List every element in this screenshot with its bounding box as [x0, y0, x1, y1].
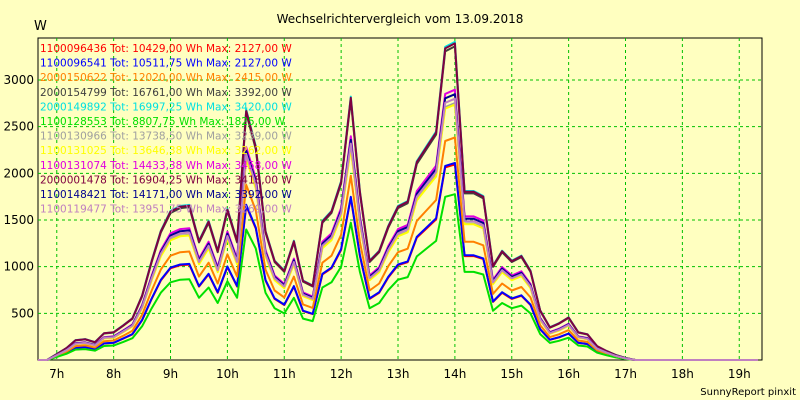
- x-tick-label: 14h: [443, 367, 466, 381]
- series-line-1100119477: [38, 97, 758, 361]
- legend-entry-1100096436: 1100096436 Tot: 10429,00 Wh Max: 2127,00…: [40, 43, 292, 55]
- legend-entry-1100131025: 1100131025 Tot: 13646,38 Wh Max: 3262,00…: [40, 145, 292, 157]
- x-tick-label: 13h: [387, 367, 410, 381]
- y-tick-label: 1000: [3, 260, 34, 274]
- y-tick-label: 3000: [3, 73, 34, 87]
- x-tick-label: 11h: [273, 367, 296, 381]
- series-lines: [38, 40, 758, 361]
- x-tick-label: 18h: [671, 367, 694, 381]
- legend: 1100096436 Tot: 10429,00 Wh Max: 2127,00…: [40, 43, 292, 216]
- plot-area: [37, 37, 763, 361]
- legend-entry-1100130966: 1100130966 Tot: 13738,50 Wh Max: 3239,00…: [40, 131, 292, 143]
- y-tick-label: 2000: [3, 166, 34, 180]
- legend-entry-1100096541: 1100096541 Tot: 10511,75 Wh Max: 2127,00…: [40, 58, 292, 70]
- x-tick-label: 17h: [614, 367, 637, 381]
- x-tick-label: 10h: [216, 367, 239, 381]
- y-axis-unit: W: [34, 19, 47, 34]
- x-tick-label: 8h: [106, 367, 121, 381]
- x-tick-label: 12h: [330, 367, 353, 381]
- legend-entry-2000154799: 2000154799 Tot: 16761,00 Wh Max: 3392,00…: [40, 87, 292, 99]
- x-tick-labels: 7h 8h 9h 10h 11h 12h 13h 14h 15h 16h 17h 18h 19h: [49, 367, 751, 381]
- footer-credit: SunnyReport pinxit: [700, 387, 796, 398]
- x-tick-label: 19h: [728, 367, 751, 381]
- y-tick-label: 500: [11, 306, 34, 320]
- grid-lines: [38, 38, 762, 360]
- x-tick-label: 7h: [49, 367, 64, 381]
- legend-entry-1100119477: 1100119477 Tot: 13951,75 Wh Max: 3269,00…: [40, 204, 292, 216]
- x-tick-label: 16h: [557, 367, 580, 381]
- y-tick-label: 2500: [3, 120, 34, 134]
- x-tick-label: 15h: [500, 367, 523, 381]
- y-tick-label: 1500: [3, 213, 34, 227]
- y-tick-labels: 500 1000 1500 2000 2500 3000: [3, 73, 34, 320]
- legend-entry-1100128553: 1100128553 Tot: 8807,75 Wh Max: 1825,00 …: [40, 116, 286, 128]
- legend-entry-2000149892: 2000149892 Tot: 16997,25 Wh Max: 3420,00…: [40, 101, 292, 113]
- legend-entry-2000150622: 2000150622 Tot: 12020,00 Wh Max: 2415,00…: [40, 72, 292, 84]
- chart-title: Wechselrichtervergleich vom 13.09.2018: [277, 12, 524, 26]
- legend-entry-1100148421: 1100148421 Tot: 14171,00 Wh Max: 3392,00…: [40, 189, 292, 201]
- legend-entry-2000001478: 2000001478 Tot: 16904,25 Wh Max: 3418,00…: [40, 174, 292, 186]
- legend-entry-1100131074: 1100131074 Tot: 14433,38 Wh Max: 3458,00…: [40, 160, 292, 172]
- x-tick-label: 9h: [163, 367, 178, 381]
